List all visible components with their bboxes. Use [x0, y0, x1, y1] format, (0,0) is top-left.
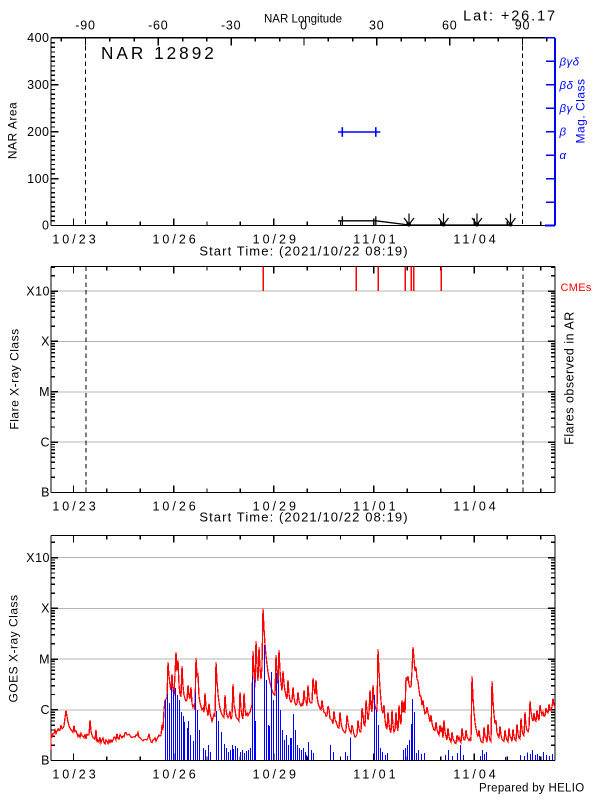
svg-text:10/29: 10/29	[253, 500, 299, 514]
svg-text:Start Time: (2021/10/22 08:19): Start Time: (2021/10/22 08:19)	[199, 510, 408, 525]
svg-text:11/04: 11/04	[453, 500, 498, 514]
svg-text:300: 300	[27, 78, 49, 92]
svg-text:-60: -60	[148, 18, 168, 32]
svg-text:90: 90	[515, 18, 531, 32]
svg-text:Flares observed in AR: Flares observed in AR	[563, 311, 577, 444]
svg-text:10/29: 10/29	[253, 768, 299, 782]
svg-text:10/26: 10/26	[152, 768, 198, 782]
svg-text:11/01: 11/01	[353, 768, 398, 782]
svg-text:CMEs: CMEs	[561, 282, 592, 294]
svg-text:NAR 12892: NAR 12892	[101, 43, 217, 63]
svg-text:βδ: βδ	[559, 80, 574, 92]
svg-text:C: C	[40, 703, 50, 717]
svg-text:0: 0	[42, 219, 49, 233]
svg-text:X10: X10	[26, 284, 50, 298]
svg-text:10/26: 10/26	[152, 500, 198, 514]
svg-text:NAR Longitude: NAR Longitude	[264, 14, 342, 26]
svg-text:Flare X-ray Class: Flare X-ray Class	[8, 328, 22, 429]
svg-text:10/23: 10/23	[52, 500, 98, 514]
svg-text:-30: -30	[221, 18, 241, 32]
svg-text:B: B	[41, 486, 50, 500]
svg-text:11/01: 11/01	[353, 500, 398, 514]
svg-text:10/23: 10/23	[52, 233, 98, 247]
svg-text:11/04: 11/04	[453, 233, 498, 247]
svg-text:X: X	[41, 602, 50, 616]
svg-text:Start Time: (2021/10/22 08:19): Start Time: (2021/10/22 08:19)	[199, 244, 408, 259]
svg-text:0: 0	[300, 18, 308, 32]
svg-text:-90: -90	[75, 18, 95, 32]
svg-text:C: C	[40, 435, 50, 449]
svg-text:β: β	[559, 127, 567, 139]
svg-text:Prepared by HELIO: Prepared by HELIO	[479, 783, 584, 795]
svg-text:Lat: +26.17: Lat: +26.17	[463, 8, 557, 24]
svg-text:βγ: βγ	[559, 103, 574, 115]
svg-text:60: 60	[442, 18, 458, 32]
svg-text:M: M	[39, 652, 50, 666]
svg-text:GOES X-ray Class: GOES X-ray Class	[7, 594, 21, 702]
svg-text:10/23: 10/23	[52, 768, 98, 782]
svg-text:B: B	[41, 754, 50, 768]
svg-text:10/29: 10/29	[253, 233, 299, 247]
svg-text:NAR Area: NAR Area	[6, 102, 20, 159]
svg-text:200: 200	[27, 125, 49, 139]
svg-text:11/04: 11/04	[453, 768, 498, 782]
svg-text:α: α	[560, 150, 567, 162]
svg-text:Mag. Class: Mag. Class	[574, 78, 588, 143]
svg-text:X10: X10	[26, 551, 50, 565]
svg-text:400: 400	[27, 31, 49, 45]
svg-text:M: M	[39, 385, 50, 399]
svg-text:βγδ: βγδ	[559, 56, 580, 68]
svg-text:X: X	[41, 335, 50, 349]
svg-text:30: 30	[369, 18, 385, 32]
svg-text:100: 100	[27, 172, 49, 186]
svg-text:10/26: 10/26	[152, 233, 198, 247]
svg-text:11/01: 11/01	[353, 233, 398, 247]
